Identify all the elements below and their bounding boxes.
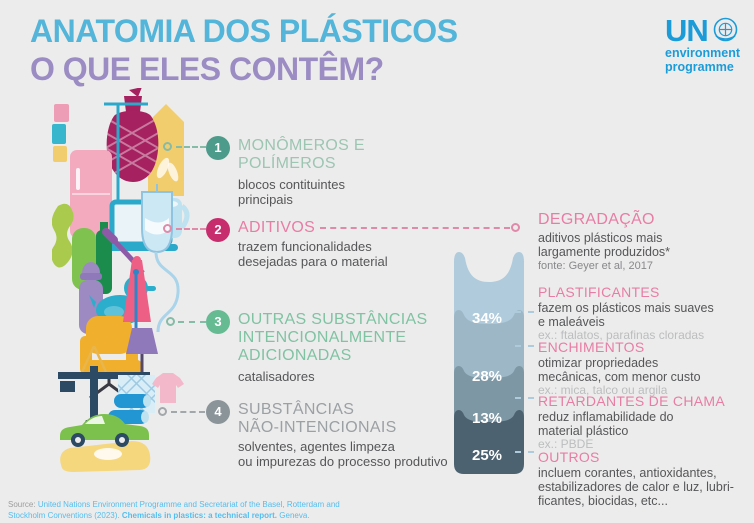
- section-enchimentos-heading: ENCHIMENTOS: [538, 339, 645, 355]
- funnel-link-1: [515, 311, 534, 313]
- section-outros-desc: incluem corantes, antioxidantes, estabil…: [538, 466, 734, 508]
- bottle-icon: [52, 203, 112, 294]
- item-4-subtitle: solventes, agentes limpeza ou impurezas …: [238, 439, 448, 469]
- item-2-number-badge: 2: [206, 218, 230, 242]
- item-1-number-badge: 1: [206, 136, 230, 160]
- page-title-line1: ANATOMIA DOS PLÁSTICOS: [30, 13, 458, 49]
- additives-funnel-chart: 34% 28% 13% 25%: [454, 252, 524, 474]
- item-1-subtitle: blocos contituintes principais: [238, 177, 345, 207]
- section-retardantes-example: ex.: PBDE: [538, 437, 594, 451]
- section-retardantes-heading: RETARDANTES DE CHAMA: [538, 393, 725, 409]
- page-title: ANATOMIA DOS PLÁSTICOS O QUE ELES CONTÊM…: [30, 12, 458, 88]
- additives-link-line: [320, 227, 510, 229]
- funnel-link-4: [515, 451, 534, 453]
- funnel-value-4: 25%: [472, 447, 502, 464]
- connector-line-2: [176, 228, 206, 230]
- page-title-line2: O QUE ELES CONTÊM?: [30, 51, 384, 87]
- degradacao-desc: aditivos plásticos mais largamente produ…: [538, 231, 671, 259]
- section-enchimentos-desc: otimizar propriedades mecânicas, com men…: [538, 356, 701, 384]
- item-1-title: MONÔMEROS E POLÍMEROS: [238, 137, 365, 172]
- funnel-value-3: 13%: [472, 410, 502, 427]
- logo-programme-text: programme: [665, 60, 734, 74]
- degradacao-heading: DEGRADAÇÃO: [538, 211, 655, 228]
- connector-line-4: [171, 411, 205, 413]
- funnel-value-2: 28%: [472, 368, 502, 385]
- source-citation: Source: United Nations Environment Progr…: [8, 500, 340, 520]
- funnel-segment-2: [454, 310, 524, 392]
- refrigerator-icon: [70, 150, 112, 238]
- funnel-segment-1: [454, 252, 524, 340]
- item-3-number-badge: 3: [206, 310, 230, 334]
- section-outros-heading: OUTROS: [538, 449, 600, 465]
- section-enchimentos-example: ex.: mica, talco ou argila: [538, 383, 668, 397]
- t-shirt-icon: [152, 373, 184, 403]
- connector-dot-1: [163, 142, 172, 151]
- connector-line-3: [178, 321, 206, 323]
- unep-logo: UN environment programme: [665, 13, 741, 74]
- degradacao-source: fonte: Geyer et al, 2017: [538, 260, 653, 272]
- item-2-subtitle: trazem funcionalidades desejadas para o …: [238, 239, 388, 269]
- un-logo-text: UN: [665, 13, 709, 48]
- report-title: Chemicals in plastics: a technical repor…: [121, 511, 278, 520]
- funnel-segment-3: [454, 366, 524, 432]
- section-plastificantes-example: ex.: ftalatos, parafinas cloradas: [538, 328, 705, 342]
- connector-line-1: [176, 146, 206, 148]
- mesh-bag-icon: [106, 88, 159, 182]
- iv-bag-icon: [141, 184, 180, 333]
- connector-dot-3: [166, 317, 175, 326]
- item-4-number-badge: 4: [206, 400, 230, 424]
- item-2-title: ADITIVOS: [238, 219, 316, 236]
- funnel-link-2: [515, 345, 534, 347]
- item-3-title: OUTRAS SUBSTÂNCIAS INTENCIONALMENTE ADIC…: [238, 311, 428, 364]
- un-emblem-icon: [713, 17, 738, 42]
- connector-dot-4: [158, 407, 167, 416]
- section-retardantes-desc: reduz inflamabilidade do material plásti…: [538, 410, 674, 438]
- plastic-objects-illustration: [52, 88, 190, 472]
- container-icon: [52, 104, 69, 162]
- funnel-segment-4: [454, 410, 524, 474]
- logo-environment-text: environment: [665, 46, 741, 60]
- source-label: Source:: [8, 500, 36, 509]
- funnel-link-3: [515, 397, 534, 399]
- section-plastificantes-desc: fazem os plásticos mais suaves e maleáve…: [538, 301, 714, 329]
- funnel-value-1: 34%: [472, 310, 502, 327]
- section-plastificantes-heading: PLASTIFICANTES: [538, 284, 660, 300]
- item-3-subtitle: catalisadores: [238, 369, 315, 384]
- item-4-title: SUBSTÂNCIAS NÃO-INTENCIONAIS: [238, 401, 397, 436]
- additives-link-dot: [511, 223, 520, 232]
- iv-pole-icon: [104, 102, 148, 200]
- connector-dot-2: [163, 224, 172, 233]
- car-icon: [60, 414, 151, 472]
